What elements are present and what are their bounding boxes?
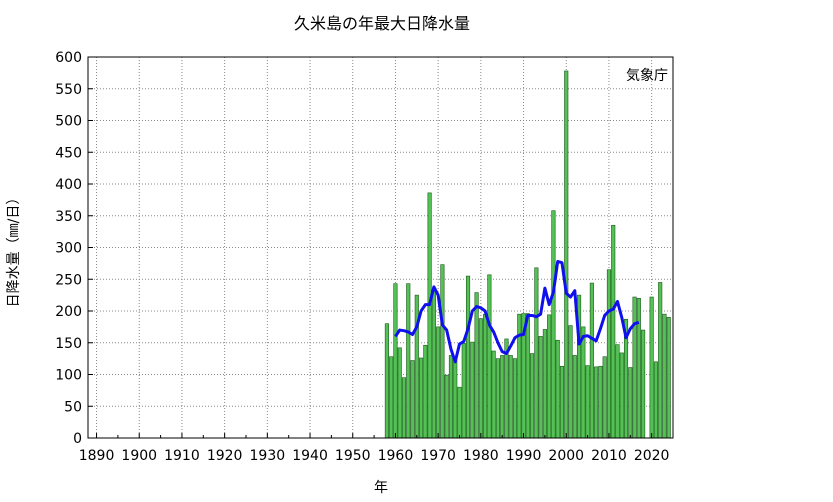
y-tick-label: 50 [64,399,82,415]
bar-1972 [444,374,449,439]
bar-1991 [525,313,530,439]
bar-2010 [606,269,611,439]
bar-1967 [423,344,428,439]
bar-1973 [448,355,454,439]
bar-2011 [611,224,616,439]
bar-series [384,70,671,439]
source-label: 気象庁 [626,68,668,84]
bar-1958 [384,323,389,439]
x-tick-label: 1950 [335,448,371,464]
bar-1978 [470,341,475,439]
x-tick-label: 1930 [250,448,286,464]
x-tick-label: 1960 [378,448,414,464]
bar-1983 [491,350,496,439]
axis-ticks: 0 50 100 150 200 250 300 350 400 450 500 550 600 1890… [55,50,669,464]
x-tick-label: 1980 [463,448,499,464]
bar-1961 [397,347,402,439]
bar-2009 [602,356,607,439]
bar-1995 [542,329,547,439]
moving-average-line [394,259,640,364]
bar-1982 [487,274,492,439]
y-tick-label: 350 [55,209,82,225]
y-tick-label: 200 [55,304,82,320]
bar-2001 [568,325,573,439]
bar-1964 [410,360,415,439]
bar-2015 [628,367,633,439]
bar-1984 [495,358,500,439]
bar-1959 [389,356,394,439]
bar-1963 [406,283,411,439]
y-tick-label: 450 [55,145,82,161]
x-tick-label: 1900 [121,448,157,464]
x-tick-label: 2010 [591,448,627,464]
bar-1970 [436,326,441,439]
bar-1992 [530,353,535,439]
bar-2008 [598,365,603,439]
line-series [394,259,640,364]
bar-1974 [453,360,458,439]
bar-1994 [538,336,543,439]
bar-2013 [619,352,624,439]
bar-1988 [512,358,518,439]
bar-1989 [517,313,522,439]
bar-1962 [401,377,407,439]
x-tick-label: 1920 [207,448,243,464]
bar-1987 [508,355,513,439]
x-tick-label: 1940 [292,448,328,464]
bar-2004 [581,326,586,439]
bar-1976 [461,343,466,439]
bar-2022 [658,282,663,439]
x-tick-label: 2000 [548,448,584,464]
bar-2012 [615,344,620,439]
bar-1985 [500,355,505,439]
y-tick-label: 600 [55,50,82,66]
bar-1998 [555,339,560,439]
bar-1975 [457,386,462,439]
y-tick-label: 550 [55,82,82,98]
bar-2006 [589,282,594,439]
x-tick-label: 2020 [634,448,670,464]
bar-2007 [594,366,599,439]
bar-1971 [440,264,445,439]
bar-1996 [547,314,552,439]
bar-1999 [559,365,565,439]
bar-2021 [653,361,658,439]
bar-1977 [465,275,471,439]
y-axis-label: 日降水量（㎜/日） [6,191,22,308]
bar-1960 [393,283,398,439]
x-tick-label: 1890 [79,448,115,464]
x-axis-label: 年 [374,480,388,496]
bar-1997 [551,210,556,439]
bar-2024 [666,317,671,439]
bar-1979 [474,292,479,439]
bar-1993 [534,267,539,439]
y-tick-label: 250 [55,272,82,288]
y-tick-label: 300 [55,241,82,257]
chart-title: 久米島の年最大日降水量 [294,14,470,33]
bar-1981 [483,313,488,439]
y-tick-label: 100 [55,368,82,384]
y-tick-label: 0 [73,431,82,447]
x-tick-label: 1970 [420,448,456,464]
bar-2020 [649,296,654,439]
bar-1969 [431,289,436,439]
bar-2018 [641,329,646,439]
bar-2016 [632,296,637,439]
y-tick-label: 500 [55,114,82,130]
x-tick-label: 1990 [506,448,542,464]
bar-2005 [585,365,590,439]
x-tick-label: 1910 [164,448,200,464]
bar-2002 [572,355,577,439]
bar-1966 [419,357,424,439]
bar-1968 [427,192,432,439]
bar-2023 [662,313,667,439]
y-tick-label: 150 [55,336,82,352]
bar-2000 [564,70,569,439]
bar-2017 [636,297,641,439]
y-tick-label: 400 [55,177,82,193]
bar-1980 [478,318,483,439]
